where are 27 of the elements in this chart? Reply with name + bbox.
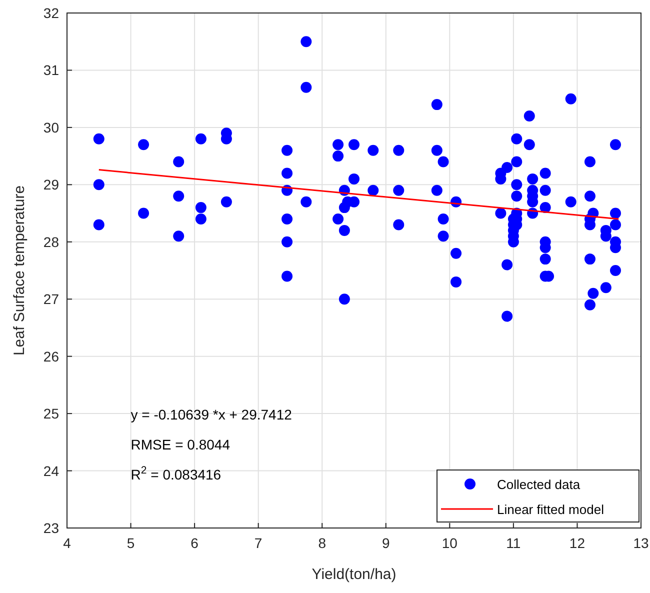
legend-label: Linear fitted model bbox=[497, 502, 604, 517]
y-tick-label: 29 bbox=[43, 176, 60, 193]
y-tick-label: 31 bbox=[43, 62, 60, 78]
y-tick-label: 26 bbox=[43, 348, 60, 364]
x-tick-label: 4 bbox=[63, 535, 72, 551]
y-tick-label: 24 bbox=[43, 462, 60, 479]
y-tick-label: 27 bbox=[43, 291, 60, 308]
y-tick-label: 32 bbox=[43, 5, 60, 21]
annotation: y = -0.10639 *x + 29.7412 bbox=[130, 406, 292, 423]
y-axis-title: Leaf Surface temperature bbox=[11, 185, 28, 356]
x-tick-label: 8 bbox=[318, 535, 326, 551]
y-tick-label: 23 bbox=[43, 520, 60, 536]
x-tick-label: 9 bbox=[382, 535, 390, 551]
x-tick-label: 12 bbox=[569, 535, 586, 551]
x-tick-label: 6 bbox=[190, 535, 199, 551]
x-tick-label: 13 bbox=[633, 535, 649, 551]
y-tick-label: 25 bbox=[43, 406, 60, 422]
x-tick-label: 5 bbox=[126, 535, 135, 551]
y-tick-label: 28 bbox=[43, 234, 60, 250]
x-tick-label: 10 bbox=[442, 535, 458, 551]
legend-label: Collected data bbox=[497, 477, 581, 492]
annotation: R$^{2}$ = 0.083416 bbox=[130, 464, 222, 483]
x-tick-label: 7 bbox=[254, 535, 262, 551]
x-axis-title: Yield(ton/ha) bbox=[312, 566, 396, 583]
x-tick-label: 11 bbox=[506, 535, 521, 551]
y-tick-label: 30 bbox=[43, 119, 60, 136]
annotation: RMSE = 0.8044 bbox=[130, 436, 230, 453]
